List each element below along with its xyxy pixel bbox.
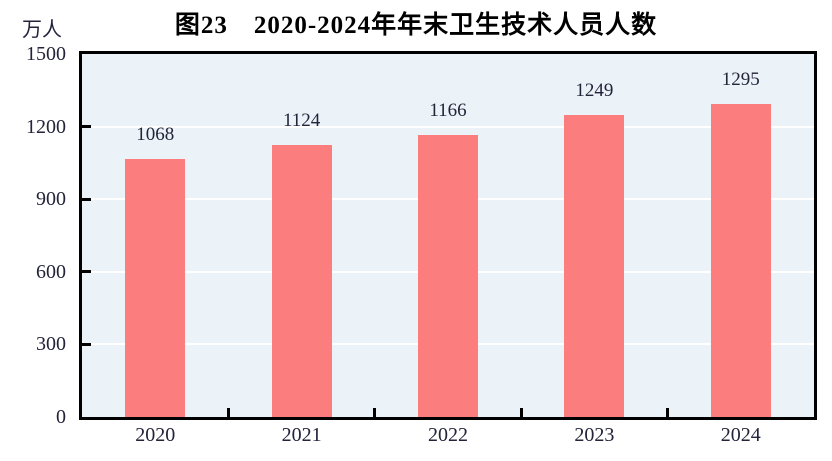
y-tick-label: 900: [36, 188, 66, 211]
y-axis-tick-mark: [82, 197, 91, 201]
bar: [564, 114, 625, 417]
y-axis-tick-mark: [82, 270, 91, 274]
bar: [271, 145, 332, 417]
x-tick-label: 2020: [135, 424, 176, 446]
gridline: [82, 125, 814, 128]
x-axis-tick-mark: [226, 408, 230, 417]
y-axis-tick-mark: [82, 342, 91, 346]
bar-value-label: 1295: [721, 68, 760, 90]
y-tick-label: 600: [36, 260, 66, 283]
y-axis-tick-mark: [82, 125, 91, 129]
y-tick-label: 300: [36, 333, 66, 356]
bar-value-label: 1249: [575, 79, 614, 101]
y-tick-label: 0: [56, 406, 66, 428]
bar: [418, 134, 478, 417]
x-tick-label: 2022: [428, 424, 468, 446]
y-tick-label: 1500: [26, 43, 66, 65]
plot-area: 1068 1124 1166 1249 1295: [79, 51, 817, 420]
x-tick-label: 2021: [281, 424, 322, 446]
bar-value-label: 1068: [136, 123, 175, 145]
x-tick-label: 2024: [720, 424, 761, 446]
x-axis-tick-mark: [519, 408, 523, 417]
bar-value-label: 1124: [282, 110, 321, 131]
y-tick-label: 1200: [26, 115, 66, 138]
bar: [710, 103, 771, 417]
bar-value-label: 1166: [429, 99, 467, 121]
y-axis-unit-label: 万人: [22, 19, 62, 41]
x-axis-tick-mark: [666, 408, 670, 417]
x-axis-tick-mark: [373, 408, 377, 417]
x-tick-label: 2023: [574, 424, 615, 446]
chart-title: 图23 2020-2024年年末卫生技术人员人数: [174, 12, 658, 39]
bar: [125, 158, 186, 417]
